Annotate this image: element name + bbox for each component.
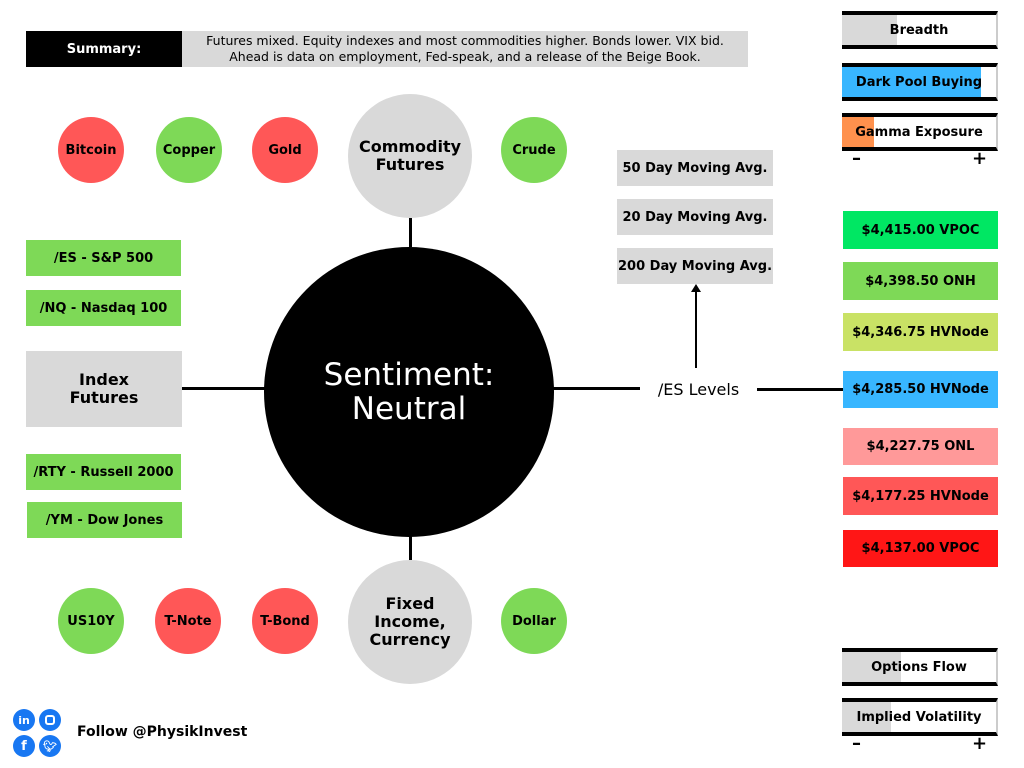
follow-link[interactable]: Follow @PhysikInvest (77, 724, 248, 740)
instagram-icon[interactable] (39, 709, 61, 731)
hub-label: Income, (374, 612, 446, 631)
gauge-fill (842, 117, 875, 147)
level-row: $4,398.50 ONH (843, 262, 998, 300)
gauge-label: Gamma Exposure (855, 124, 983, 140)
commodity-copper[interactable]: Copper (156, 117, 222, 183)
fixed-income-t-note[interactable]: T-Note (155, 588, 221, 654)
sentiment-circle: Sentiment: Neutral (264, 247, 554, 537)
arrow-up-icon (691, 284, 701, 292)
connector-right (552, 387, 640, 390)
linkedin-icon[interactable]: in (13, 709, 35, 731)
facebook-icon[interactable]: f (13, 735, 35, 757)
commodity-crude[interactable]: Crude (501, 117, 567, 183)
hub-label: Futures (69, 388, 139, 407)
fixed-income-t-bond[interactable]: T-Bond (252, 588, 318, 654)
summary-line-2: Ahead is data on employment, Fed-speak, … (229, 49, 701, 64)
fixed-income-hub: Fixed Income, Currency (348, 560, 472, 684)
index-nq[interactable]: /NQ - Nasdaq 100 (26, 290, 181, 326)
scale-plus: + (972, 148, 988, 169)
gauge-label: Implied Volatility (856, 709, 982, 725)
index-futures-hub: Index Futures (26, 351, 182, 427)
arrow-shaft (695, 290, 697, 368)
hub-label: Futures (375, 155, 445, 174)
sentiment-line-2: Neutral (351, 391, 467, 427)
commodity-bitcoin[interactable]: Bitcoin (58, 117, 124, 183)
hub-label: Fixed (385, 594, 435, 613)
gauge-fill (842, 67, 981, 97)
hub-label: Index (79, 370, 129, 389)
twitter-icon[interactable]: 🐦︎ (39, 735, 61, 757)
level-row: $4,177.25 HVNode (843, 477, 998, 515)
level-row: $4,137.00 VPOC (843, 530, 998, 567)
commodity-gold[interactable]: Gold (252, 117, 318, 183)
gauge-fill (842, 652, 901, 682)
commodity-futures-hub: Commodity Futures (348, 94, 472, 218)
gauge-fill (842, 15, 898, 45)
fixed-income-us10y[interactable]: US10Y (58, 588, 124, 654)
gauge-fill (842, 702, 892, 732)
level-row: $4,346.75 HVNode (843, 313, 998, 351)
sentiment-line-1: Sentiment: (323, 357, 495, 393)
connector-levels (757, 388, 843, 391)
hub-label: Commodity (358, 137, 462, 156)
scale-minus: – (852, 148, 861, 169)
moving-average-20: 20 Day Moving Avg. (617, 199, 773, 235)
connector-left (182, 387, 266, 390)
gauge-options-flow: Options Flow (842, 648, 998, 686)
index-ym[interactable]: /YM - Dow Jones (27, 502, 182, 538)
index-rty[interactable]: /RTY - Russell 2000 (26, 454, 181, 490)
moving-average-200: 200 Day Moving Avg. (617, 248, 773, 284)
gauge-implied-volatility: Implied Volatility (842, 698, 998, 736)
gauge-label: Dark Pool Buying (855, 74, 983, 90)
es-levels-label: /ES Levels (657, 379, 740, 399)
gauge-gamma-exposure: Gamma Exposure (842, 113, 998, 151)
gauge-label: Options Flow (871, 659, 967, 675)
gauge-breadth: Breadth (842, 11, 998, 49)
gauge-label: Breadth (889, 22, 949, 38)
level-row: $4,227.75 ONL (843, 428, 998, 465)
fixed-income-dollar[interactable]: Dollar (501, 588, 567, 654)
connector-bottom (409, 536, 412, 560)
hub-label: Currency (369, 630, 451, 649)
level-row: $4,285.50 HVNode (843, 371, 998, 408)
index-es[interactable]: /ES - S&P 500 (26, 240, 181, 276)
connector-top (409, 218, 412, 247)
summary-text: Futures mixed. Equity indexes and most c… (182, 31, 748, 67)
scale-minus: – (852, 733, 861, 754)
scale-plus: + (972, 733, 988, 754)
gauge-dark-pool-buying: Dark Pool Buying (842, 63, 998, 101)
moving-average-50: 50 Day Moving Avg. (617, 150, 773, 186)
summary-label: Summary: (26, 31, 182, 67)
level-row: $4,415.00 VPOC (843, 211, 998, 249)
summary-line-1: Futures mixed. Equity indexes and most c… (206, 33, 724, 48)
